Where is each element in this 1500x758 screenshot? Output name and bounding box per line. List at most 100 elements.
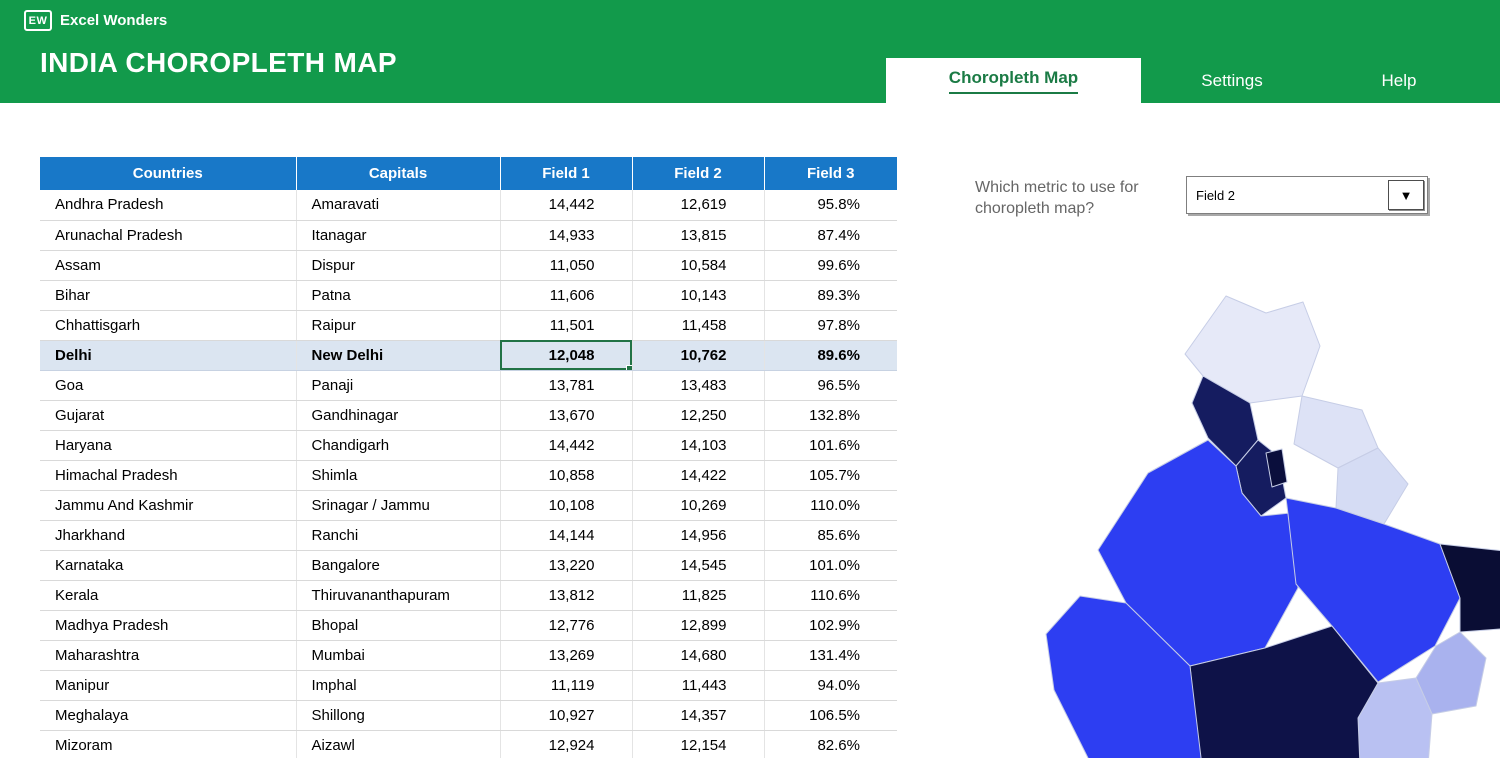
cell-country[interactable]: Maharashtra xyxy=(40,640,297,671)
cell-field1[interactable]: 11,119 xyxy=(500,670,633,701)
cell-field1[interactable]: 11,050 xyxy=(500,250,633,281)
table-row[interactable]: Haryana Chandigarh 14,442 14,103 101.6% xyxy=(40,430,897,461)
table-row[interactable]: Himachal Pradesh Shimla 10,858 14,422 10… xyxy=(40,460,897,491)
cell-field2[interactable]: 12,154 xyxy=(632,730,765,758)
map-region-bihar[interactable] xyxy=(1439,543,1500,633)
cell-capital[interactable]: New Delhi xyxy=(296,340,501,371)
table-row[interactable]: Bihar Patna 11,606 10,143 89.3% xyxy=(40,280,897,311)
cell-country[interactable]: Manipur xyxy=(40,670,297,701)
cell-country[interactable]: Jharkhand xyxy=(40,520,297,551)
cell-capital[interactable]: Panaji xyxy=(296,370,501,401)
cell-field2[interactable]: 10,762 xyxy=(632,340,765,371)
col-header-countries[interactable]: Countries xyxy=(40,157,297,190)
table-row[interactable]: Madhya Pradesh Bhopal 12,776 12,899 102.… xyxy=(40,610,897,641)
cell-capital[interactable]: Patna xyxy=(296,280,501,311)
cell-field1[interactable]: 13,812 xyxy=(500,580,633,611)
cell-capital[interactable]: Ranchi xyxy=(296,520,501,551)
cell-field3[interactable]: 110.6% xyxy=(764,580,897,611)
cell-field1[interactable]: 13,220 xyxy=(500,550,633,581)
cell-field3[interactable]: 110.0% xyxy=(764,490,897,521)
cell-country[interactable]: Himachal Pradesh xyxy=(40,460,297,491)
cell-field1[interactable]: 10,858 xyxy=(500,460,633,491)
map-region-uttar-pradesh[interactable] xyxy=(1285,497,1461,683)
cell-field1[interactable]: 11,606 xyxy=(500,280,633,311)
cell-country[interactable]: Delhi xyxy=(40,340,297,371)
cell-field2[interactable]: 12,899 xyxy=(632,610,765,641)
col-header-capitals[interactable]: Capitals xyxy=(296,157,501,190)
col-header-field1[interactable]: Field 1 xyxy=(500,157,633,190)
cell-field2[interactable]: 13,815 xyxy=(632,220,765,251)
cell-field3[interactable]: 105.7% xyxy=(764,460,897,491)
cell-country[interactable]: Mizoram xyxy=(40,730,297,758)
map-region-madhya-pradesh[interactable] xyxy=(1189,625,1379,758)
cell-country[interactable]: Meghalaya xyxy=(40,700,297,731)
table-row[interactable]: Arunachal Pradesh Itanagar 14,933 13,815… xyxy=(40,220,897,251)
cell-country[interactable]: Gujarat xyxy=(40,400,297,431)
cell-field2[interactable]: 11,825 xyxy=(632,580,765,611)
cell-field3[interactable]: 102.9% xyxy=(764,610,897,641)
cell-country[interactable]: Chhattisgarh xyxy=(40,310,297,341)
cell-field3[interactable]: 94.0% xyxy=(764,670,897,701)
table-row[interactable]: Andhra Pradesh Amaravati 14,442 12,619 9… xyxy=(40,190,897,221)
cell-field1[interactable]: 14,442 xyxy=(500,190,633,221)
table-row[interactable]: Chhattisgarh Raipur 11,501 11,458 97.8% xyxy=(40,310,897,341)
map-region-gujarat[interactable] xyxy=(1045,595,1202,758)
cell-capital[interactable]: Bangalore xyxy=(296,550,501,581)
cell-field1[interactable]: 13,670 xyxy=(500,400,633,431)
table-row[interactable]: Manipur Imphal 11,119 11,443 94.0% xyxy=(40,670,897,701)
cell-field1[interactable]: 12,776 xyxy=(500,610,633,641)
cell-capital[interactable]: Bhopal xyxy=(296,610,501,641)
tab-choropleth-map[interactable]: Choropleth Map xyxy=(886,58,1141,103)
cell-capital[interactable]: Itanagar xyxy=(296,220,501,251)
cell-field2[interactable]: 10,269 xyxy=(632,490,765,521)
cell-field2[interactable]: 10,143 xyxy=(632,280,765,311)
cell-country[interactable]: Kerala xyxy=(40,580,297,611)
cell-country[interactable]: Karnataka xyxy=(40,550,297,581)
cell-field3[interactable]: 89.6% xyxy=(764,340,897,371)
cell-field3[interactable]: 101.6% xyxy=(764,430,897,461)
table-row[interactable]: Jharkhand Ranchi 14,144 14,956 85.6% xyxy=(40,520,897,551)
cell-capital[interactable]: Shimla xyxy=(296,460,501,491)
cell-field2[interactable]: 11,458 xyxy=(632,310,765,341)
tab-settings[interactable]: Settings xyxy=(1141,58,1323,103)
cell-country[interactable]: Madhya Pradesh xyxy=(40,610,297,641)
cell-field2[interactable]: 12,619 xyxy=(632,190,765,221)
table-row[interactable]: Meghalaya Shillong 10,927 14,357 106.5% xyxy=(40,700,897,731)
cell-country[interactable]: Andhra Pradesh xyxy=(40,190,297,221)
table-row[interactable]: Assam Dispur 11,050 10,584 99.6% xyxy=(40,250,897,281)
cell-field1[interactable]: 14,144 xyxy=(500,520,633,551)
metric-dropdown[interactable]: Field 2 ▼ xyxy=(1186,176,1428,214)
cell-field1[interactable]: 13,781 xyxy=(500,370,633,401)
table-row[interactable]: Mizoram Aizawl 12,924 12,154 82.6% xyxy=(40,730,897,758)
cell-field1[interactable]: 13,269 xyxy=(500,640,633,671)
cell-capital[interactable]: Imphal xyxy=(296,670,501,701)
cell-field3[interactable]: 82.6% xyxy=(764,730,897,758)
cell-country[interactable]: Goa xyxy=(40,370,297,401)
cell-field3[interactable]: 97.8% xyxy=(764,310,897,341)
table-row[interactable]: Delhi New Delhi 12,048 10,762 89.6% xyxy=(40,340,897,371)
cell-field2[interactable]: 13,483 xyxy=(632,370,765,401)
col-header-field2[interactable]: Field 2 xyxy=(632,157,765,190)
cell-field1[interactable]: 10,927 xyxy=(500,700,633,731)
cell-field2[interactable]: 14,103 xyxy=(632,430,765,461)
cell-field3[interactable]: 99.6% xyxy=(764,250,897,281)
cell-country[interactable]: Assam xyxy=(40,250,297,281)
cell-country[interactable]: Haryana xyxy=(40,430,297,461)
cell-field2[interactable]: 14,357 xyxy=(632,700,765,731)
table-row[interactable]: Karnataka Bangalore 13,220 14,545 101.0% xyxy=(40,550,897,581)
cell-field2[interactable]: 14,422 xyxy=(632,460,765,491)
cell-capital[interactable]: Aizawl xyxy=(296,730,501,758)
cell-field3[interactable]: 89.3% xyxy=(764,280,897,311)
cell-field3[interactable]: 131.4% xyxy=(764,640,897,671)
cell-country[interactable]: Arunachal Pradesh xyxy=(40,220,297,251)
cell-field3[interactable]: 96.5% xyxy=(764,370,897,401)
cell-capital[interactable]: Mumbai xyxy=(296,640,501,671)
cell-field1[interactable]: 14,442 xyxy=(500,430,633,461)
map-region-uttarakhand[interactable] xyxy=(1335,447,1409,525)
cell-capital[interactable]: Chandigarh xyxy=(296,430,501,461)
map-region-delhi[interactable] xyxy=(1265,448,1288,488)
cell-capital[interactable]: Amaravati xyxy=(296,190,501,221)
table-row[interactable]: Jammu And Kashmir Srinagar / Jammu 10,10… xyxy=(40,490,897,521)
cell-country[interactable]: Bihar xyxy=(40,280,297,311)
cell-field2[interactable]: 14,956 xyxy=(632,520,765,551)
